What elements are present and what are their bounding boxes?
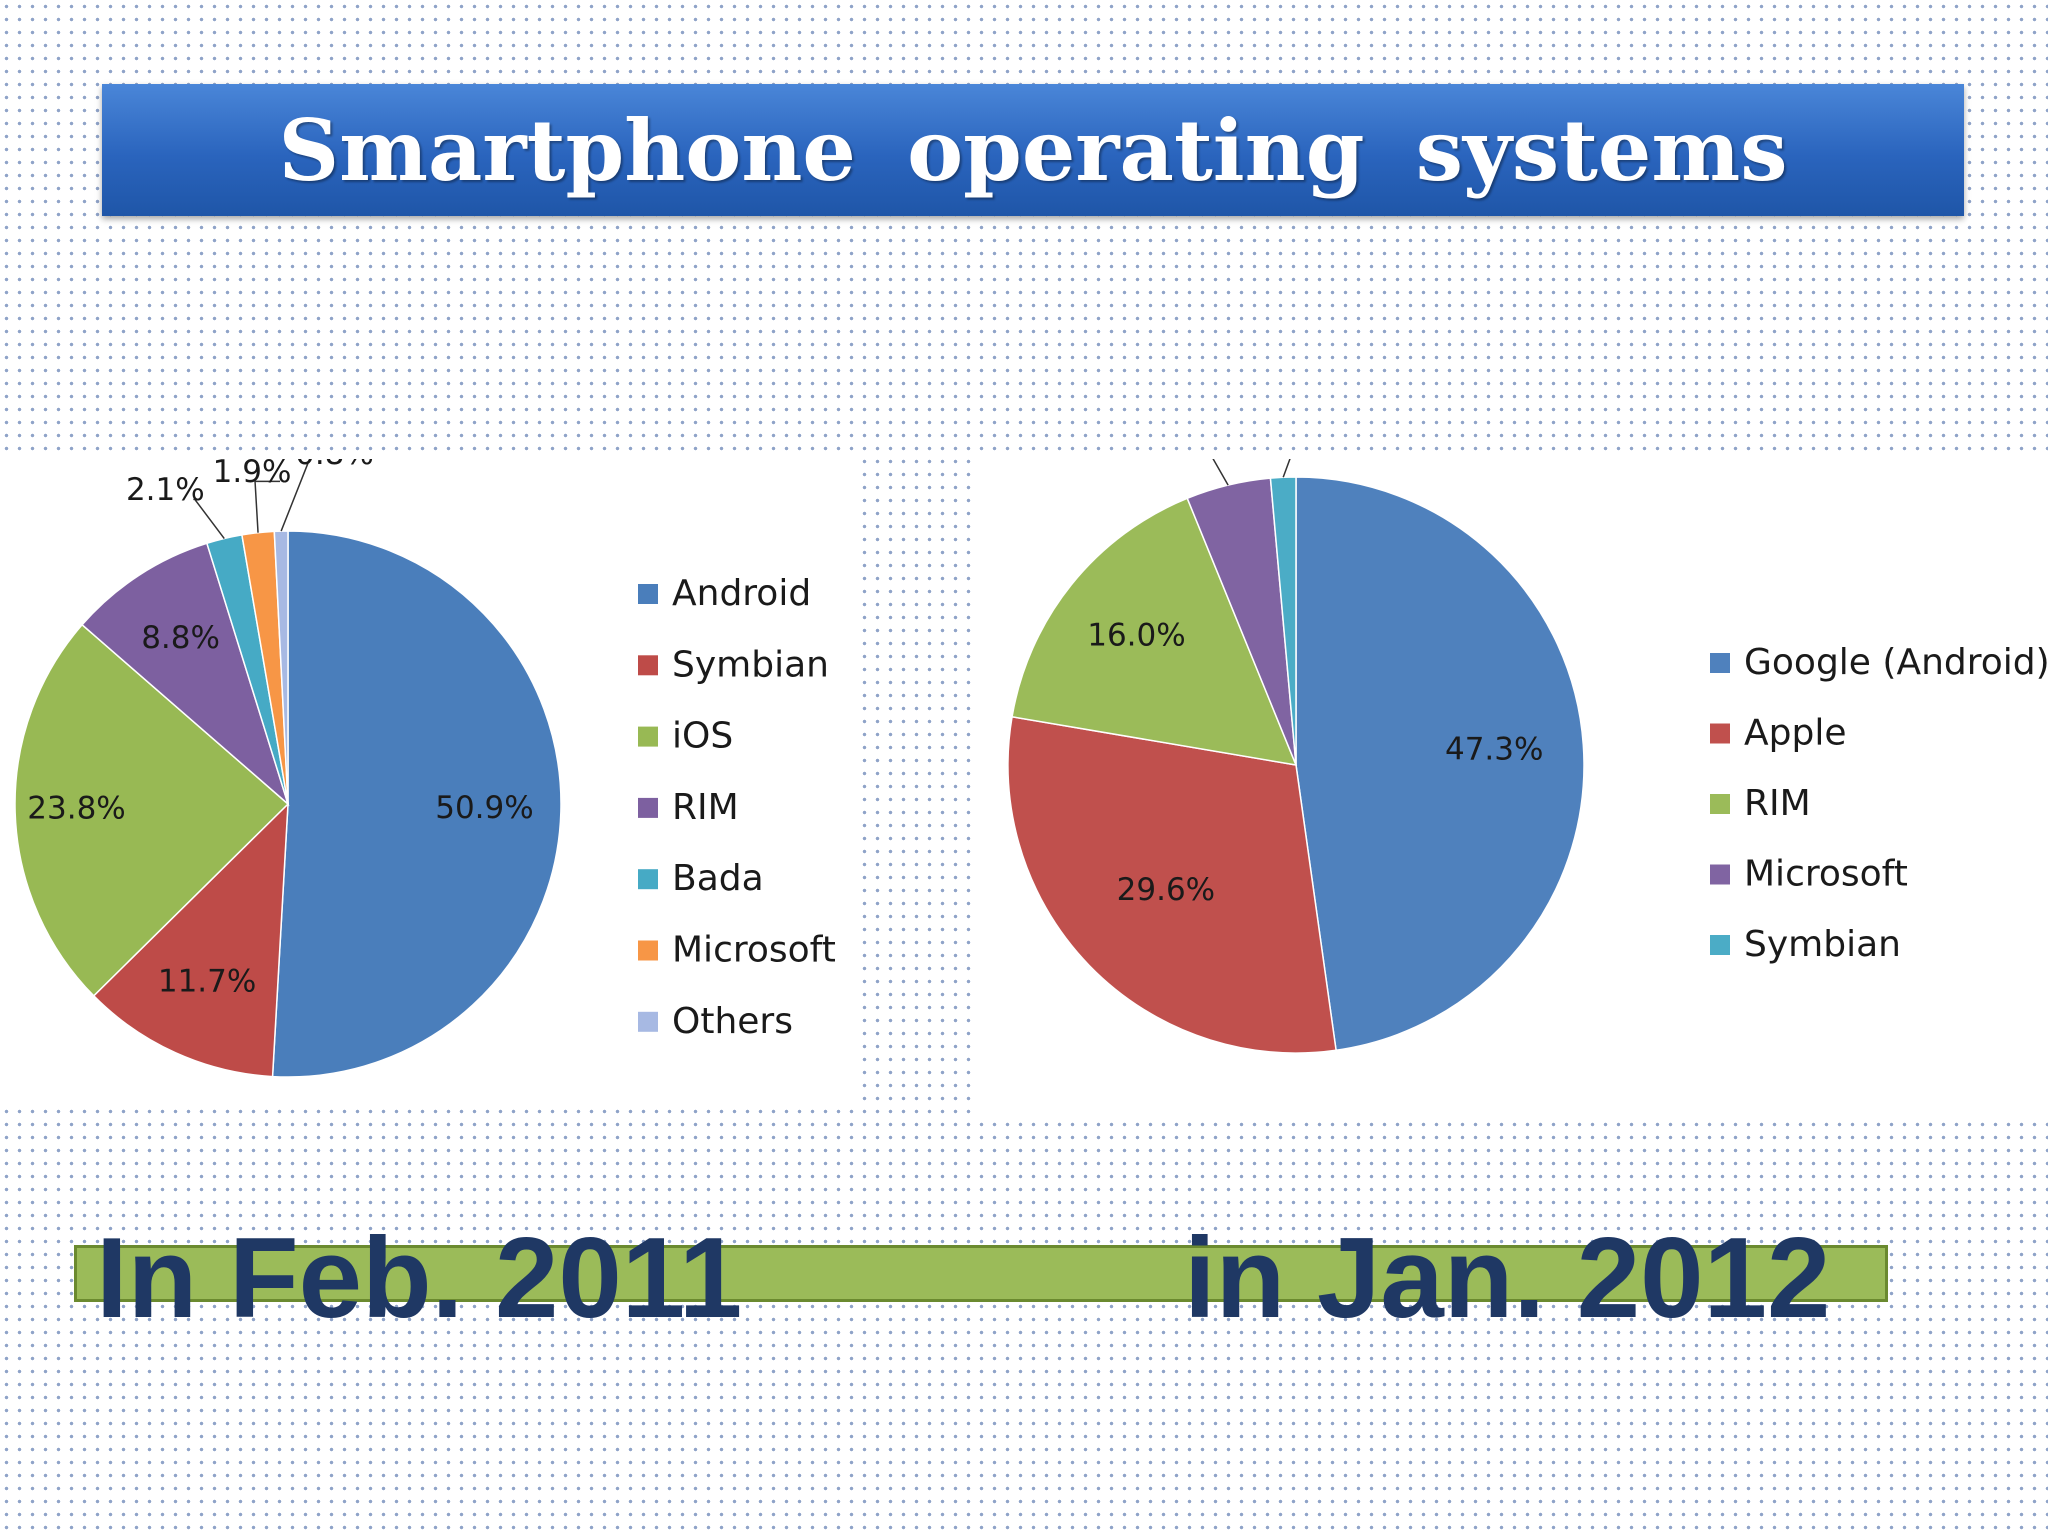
- legend-swatch-microsoft: [1710, 864, 1730, 885]
- legend-swatch-symbian: [638, 655, 658, 676]
- caption-jan-2012: in Jan. 2012: [1184, 1215, 1831, 1342]
- legend-swatch-ios: [638, 726, 658, 747]
- legend-label-android: Android: [672, 573, 811, 614]
- leader-line-bada: [193, 498, 225, 539]
- slide-title: Smartphone operating systems: [278, 100, 1788, 200]
- caption-highlight-bar: [74, 1245, 1888, 1302]
- legend-swatch-rim: [638, 797, 658, 818]
- legend-label-others: Others: [672, 1001, 793, 1042]
- leader-line-microsoft: [254, 480, 281, 533]
- data-label-android: 50.9%: [435, 790, 533, 826]
- chart-panel-jan-2012: 47.3%29.6%16.0%4.7%1.4%Google (Android)A…: [974, 405, 2048, 1114]
- data-label-bada: 2.1%: [126, 472, 205, 508]
- leader-line-others: [280, 462, 309, 532]
- pie-slice-symbian: [92, 802, 289, 1078]
- pie-slice-others: [273, 530, 289, 805]
- pie-chart-jan-2012: 47.3%29.6%16.0%4.7%1.4%Google (Android)A…: [1007, 405, 2048, 1054]
- data-label-symbian: 11.7%: [158, 964, 256, 1000]
- legend-swatch-symbian: [1710, 935, 1730, 955]
- data-label-rim: 8.8%: [141, 620, 220, 656]
- leader-line-symbian: [1282, 431, 1301, 478]
- legend-label-ios: iOS: [672, 716, 733, 757]
- data-label-google-android: 47.3%: [1445, 732, 1543, 768]
- caption-feb-2011: In Feb. 2011: [96, 1215, 743, 1342]
- legend-label-microsoft: Microsoft: [1744, 854, 1908, 895]
- legend-swatch-microsoft: [638, 940, 658, 961]
- data-label-apple: 29.6%: [1117, 872, 1215, 908]
- legend-swatch-bada: [638, 869, 658, 890]
- legend-label-rim: RIM: [672, 787, 739, 828]
- pie-slice-ios: [14, 623, 290, 997]
- legend-swatch-android: [638, 584, 658, 604]
- chart-panel-feb-2011: 50.9% 11.7% 23.8% 8.8% 2.1% 1.9%0.8% Android Sy…: [0, 436, 858, 1105]
- pie-slice-android: [271, 530, 562, 1078]
- pie-chart-feb-2011: 50.9% 11.7% 23.8% 8.8% 2.1% 1.9%0.8% Android Sy…: [14, 436, 836, 1078]
- pie-slice-apple: [1007, 715, 1337, 1054]
- pie-slice-google-android: [1295, 476, 1585, 1052]
- legend-swatch-others: [638, 1011, 658, 1032]
- legend-label-symbian: Symbian: [1744, 924, 1901, 965]
- title-banner: Smartphone operating systems: [102, 84, 1964, 216]
- pie-slice-rim: [1011, 497, 1298, 766]
- legend-swatch-apple: [1710, 723, 1730, 744]
- data-label-microsoft: 1.9%: [213, 459, 292, 490]
- pie-slice-rim: [81, 542, 290, 807]
- legend-swatch-rim: [1710, 794, 1730, 814]
- legend-label-microsoft: Microsoft: [672, 930, 836, 971]
- legend-label-rim: RIM: [1744, 783, 1811, 824]
- data-label-others: 0.8%: [295, 459, 374, 472]
- legend-label-apple: Apple: [1744, 713, 1846, 754]
- legend-label-bada: Bada: [672, 858, 764, 899]
- data-label-ios: 23.8%: [27, 791, 125, 827]
- leader-line-microsoft: [1201, 440, 1229, 486]
- legend-label-google-android: Google (Android): [1744, 642, 2048, 683]
- legend-swatch-google-android: [1710, 653, 1730, 673]
- data-label-rim: 16.0%: [1087, 618, 1185, 654]
- legend-label-symbian: Symbian: [672, 644, 829, 685]
